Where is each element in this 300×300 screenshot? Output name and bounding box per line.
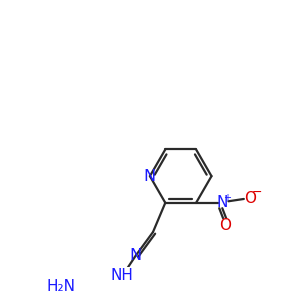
Text: N: N xyxy=(143,169,155,184)
Text: H₂N: H₂N xyxy=(46,279,75,294)
Text: NH: NH xyxy=(111,268,134,283)
Text: O: O xyxy=(219,218,231,233)
Text: +: + xyxy=(223,193,231,203)
Text: N: N xyxy=(217,194,228,209)
Text: −: − xyxy=(252,186,262,199)
Text: N: N xyxy=(129,248,141,263)
Text: O: O xyxy=(244,191,256,206)
